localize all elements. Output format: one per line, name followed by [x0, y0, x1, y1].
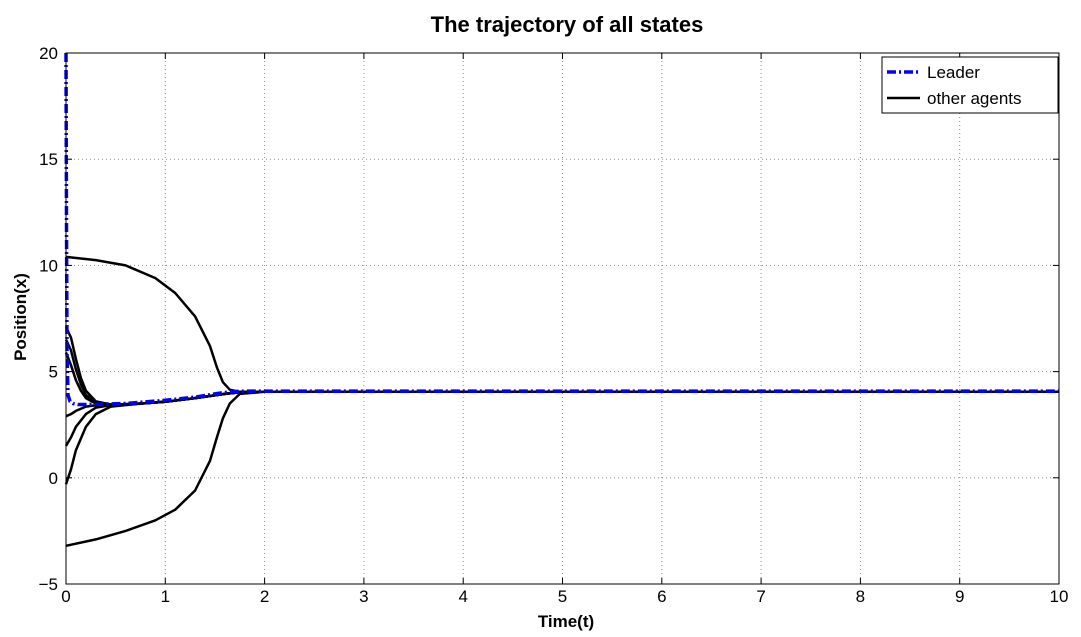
y-axis-label: Position(x)	[11, 273, 30, 361]
y-tick-label: 20	[39, 44, 58, 63]
y-tick-label: −5	[39, 575, 58, 594]
x-tick-label: 7	[756, 587, 765, 606]
x-tick-label: 9	[955, 587, 964, 606]
chart-title: The trajectory of all states	[431, 12, 704, 37]
legend-agents-label: other agents	[927, 89, 1022, 108]
x-tick-label: 8	[856, 587, 865, 606]
x-tick-label: 3	[359, 587, 368, 606]
x-tick-label: 2	[260, 587, 269, 606]
legend-box	[881, 56, 1059, 114]
grid	[66, 53, 1059, 584]
agent-line	[65, 390, 1059, 548]
y-tick-label: 10	[39, 256, 58, 275]
y-tick-label: 5	[49, 363, 58, 382]
series-layer	[64, 52, 1059, 548]
leader-line	[64, 52, 1059, 407]
x-tick-label: 6	[657, 587, 666, 606]
x-tick-label: 1	[161, 587, 170, 606]
legend: Leader other agents	[881, 56, 1059, 114]
y-tick-label: 0	[49, 469, 58, 488]
x-tick-label: 4	[458, 587, 467, 606]
y-tick-label: 15	[39, 150, 58, 169]
legend-leader-label: Leader	[927, 63, 980, 82]
axes	[65, 52, 1060, 585]
x-tick-label: 10	[1050, 587, 1069, 606]
plot-frame	[65, 52, 1060, 585]
x-axis-label: Time(t)	[538, 612, 594, 631]
x-tick-label: 5	[558, 587, 567, 606]
x-tick-label: 0	[61, 587, 70, 606]
